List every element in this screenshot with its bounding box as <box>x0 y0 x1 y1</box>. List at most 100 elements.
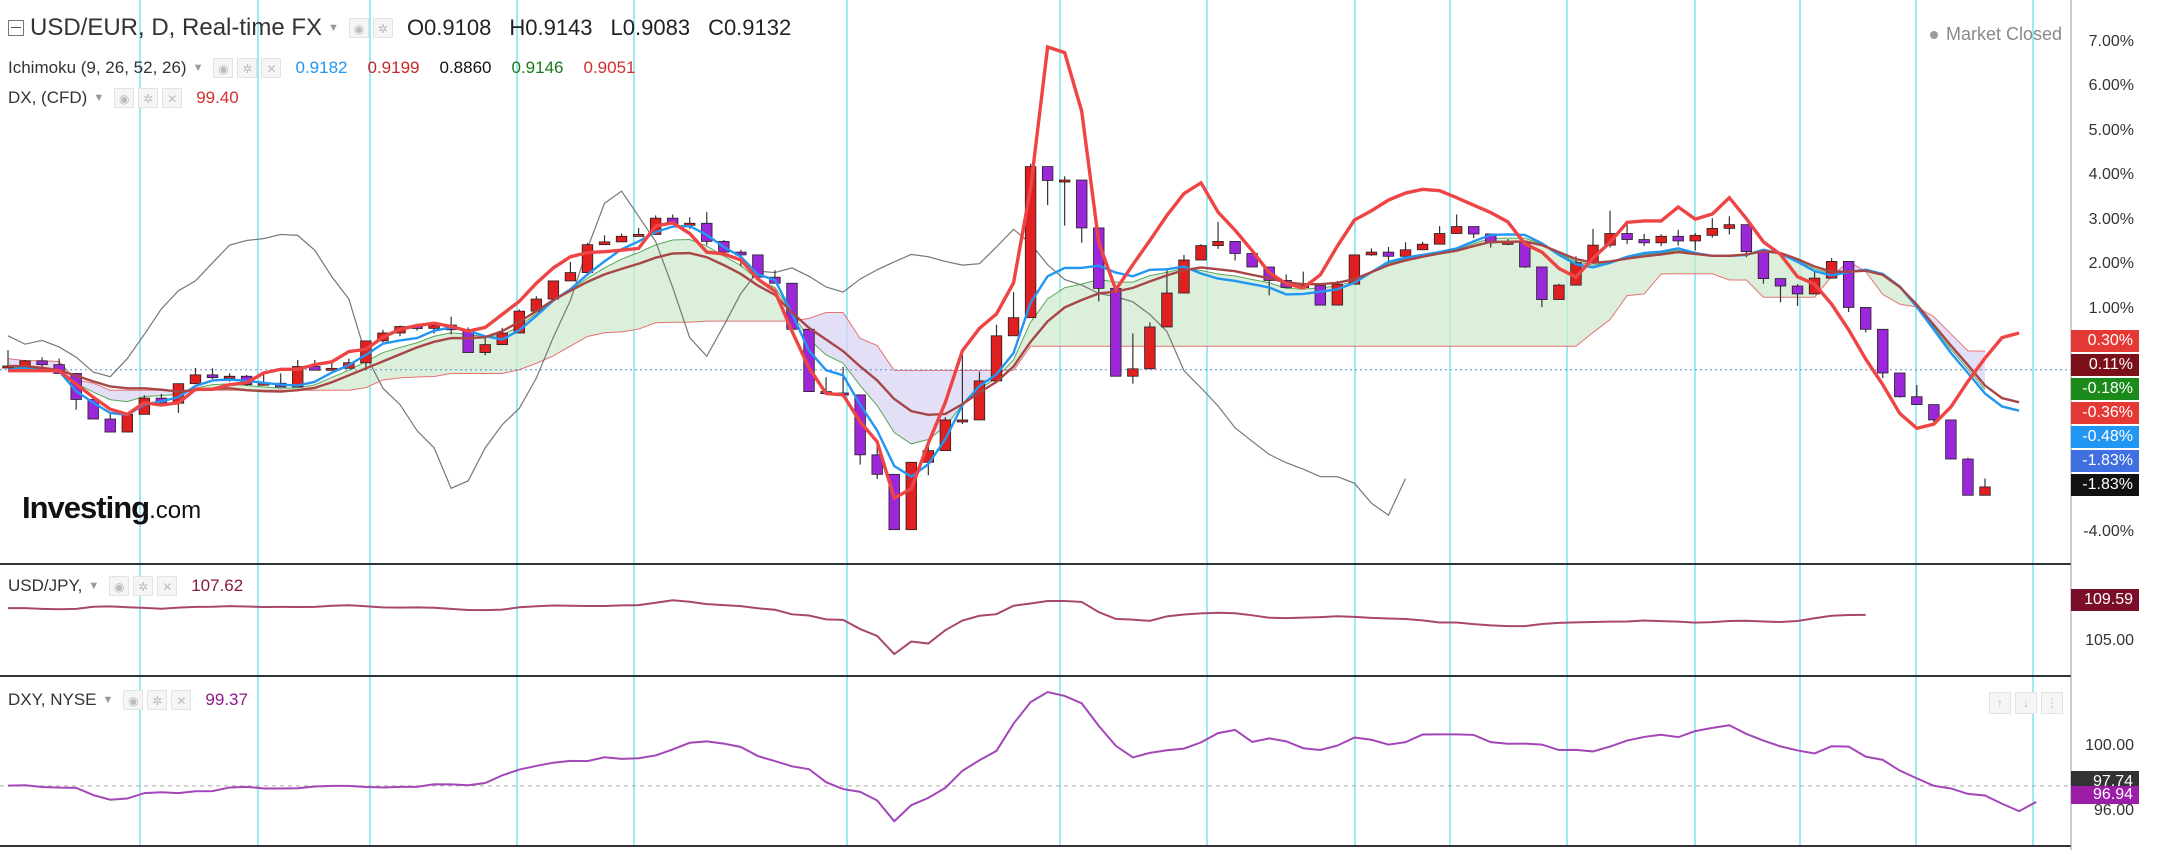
candle-body <box>632 234 645 237</box>
cloud-segment <box>1610 257 1628 320</box>
status-dot-icon <box>1930 31 1938 40</box>
candle-body <box>1962 458 1974 496</box>
candle-body <box>1757 251 1770 280</box>
eye-icon[interactable]: ◉ <box>109 576 130 596</box>
candle-body <box>1433 233 1446 245</box>
jpy-value: 107.62 <box>191 576 244 595</box>
cloud-segment <box>604 259 622 333</box>
close-icon[interactable]: ✕ <box>162 88 183 108</box>
cloud-segment <box>1678 250 1696 274</box>
close-icon[interactable]: ✕ <box>157 576 178 596</box>
close-icon[interactable]: ✕ <box>261 58 282 78</box>
chevron-down-icon[interactable]: ▼ <box>328 22 339 34</box>
candle-body <box>1399 249 1412 257</box>
cloud-segment <box>434 332 452 377</box>
arrow-up-icon[interactable]: ↑ <box>1989 692 2011 714</box>
candle-body <box>189 374 202 385</box>
ichimoku-value-span-a: 0.9146 <box>511 58 564 77</box>
eye-icon[interactable]: ◉ <box>213 58 234 78</box>
axis-label: 5.00% <box>2088 122 2134 139</box>
price-tag: 96.94 <box>2071 786 2139 804</box>
market-status-text: Market Closed <box>1946 24 2063 44</box>
dxy-line <box>7 691 2037 823</box>
axis-label: 2.00% <box>2088 255 2134 272</box>
candle-body <box>1212 241 1224 246</box>
candle-body <box>1911 396 1923 406</box>
candle-body <box>1689 234 1701 242</box>
gear-icon[interactable]: ✲ <box>147 690 168 710</box>
eye-icon[interactable]: ◉ <box>348 18 369 38</box>
price-tag: -1.83% <box>2071 474 2139 496</box>
pane-controls: ↑ ↓ ⋮ <box>1989 692 2063 714</box>
eye-icon[interactable]: ◉ <box>114 88 135 108</box>
ichimoku-title[interactable]: Ichimoku (9, 26, 52, 26) <box>8 58 187 77</box>
candle-body <box>1740 224 1753 253</box>
eye-icon[interactable]: ◉ <box>123 690 144 710</box>
candle-body <box>581 244 594 273</box>
dx-line <box>8 44 2020 501</box>
candle-body <box>1979 486 1991 496</box>
candle-body <box>1945 419 1957 460</box>
kijun-line <box>8 240 2020 417</box>
cloud-segment <box>1047 287 1065 347</box>
candle-body <box>206 374 219 379</box>
candle-body <box>1144 326 1156 370</box>
candle-body <box>223 375 236 379</box>
cloud-segment <box>1644 253 1662 294</box>
close-icon[interactable]: ✕ <box>171 690 192 710</box>
candle-body <box>1110 287 1122 377</box>
cloud-segment <box>110 390 128 402</box>
chevron-down-icon[interactable]: ▼ <box>88 580 100 592</box>
candle-body <box>1468 226 1480 235</box>
gear-icon[interactable]: ✲ <box>138 88 159 108</box>
candle-body <box>1416 243 1429 251</box>
dx-title[interactable]: DX, (CFD) <box>8 88 88 107</box>
ichimoku-value-lagging: 0.8860 <box>439 58 492 77</box>
cloud-segment <box>1354 272 1372 347</box>
symbol-title[interactable]: USD/EUR, D, Real-time FX <box>30 14 323 41</box>
price-tag: -1.83% <box>2071 450 2139 472</box>
chevron-down-icon[interactable]: ▼ <box>93 92 105 104</box>
ichimoku-value-kijun: 0.9199 <box>367 58 420 77</box>
cloud-segment <box>1235 276 1253 347</box>
chevron-down-icon[interactable]: ▼ <box>192 62 204 74</box>
cloud-segment <box>757 280 775 322</box>
cloud-segment <box>1371 263 1389 347</box>
dxy-title[interactable]: DXY, NYSE <box>8 690 97 709</box>
gear-icon[interactable]: ✲ <box>237 58 258 78</box>
candle-body <box>1621 233 1633 240</box>
candle-body <box>854 394 866 456</box>
lagging-span <box>7 190 1407 517</box>
cloud-segment <box>1473 238 1491 347</box>
gear-icon[interactable]: ✲ <box>133 576 154 596</box>
high-value: H0.9143 <box>509 15 593 40</box>
arrow-down-icon[interactable]: ↓ <box>2015 692 2037 714</box>
candle-body <box>428 324 440 329</box>
cloud-segment <box>570 278 588 347</box>
cloud-segment <box>93 383 111 400</box>
more-icon[interactable]: ⋮ <box>2041 692 2063 714</box>
candle-body <box>1655 235 1667 244</box>
chevron-down-icon[interactable]: ▼ <box>102 694 114 706</box>
low-value: L0.9083 <box>610 15 691 40</box>
open-value: O0.9108 <box>406 15 492 40</box>
jpy-title[interactable]: USD/JPY, <box>8 576 83 595</box>
dx-buttons: ◉ ✲ ✕ <box>114 88 183 108</box>
dxy-value: 99.37 <box>205 690 248 709</box>
collapse-icon[interactable] <box>8 20 24 36</box>
cloud-segment <box>144 390 162 397</box>
close-value: C0.9132 <box>708 15 792 40</box>
cloud-segment <box>1627 254 1645 296</box>
jpy-buttons: ◉ ✲ ✕ <box>109 576 178 596</box>
legend-buttons: ◉ ✲ <box>348 18 393 38</box>
candle-body <box>1553 284 1565 300</box>
candle-body <box>1723 224 1736 229</box>
cloud-segment <box>263 386 281 391</box>
gear-icon[interactable]: ✲ <box>372 18 393 38</box>
cloud-segment <box>706 246 724 322</box>
cloud-segment <box>382 347 400 380</box>
cloud-segment <box>655 240 673 323</box>
candle-body <box>121 413 133 433</box>
candle-body <box>973 380 986 421</box>
